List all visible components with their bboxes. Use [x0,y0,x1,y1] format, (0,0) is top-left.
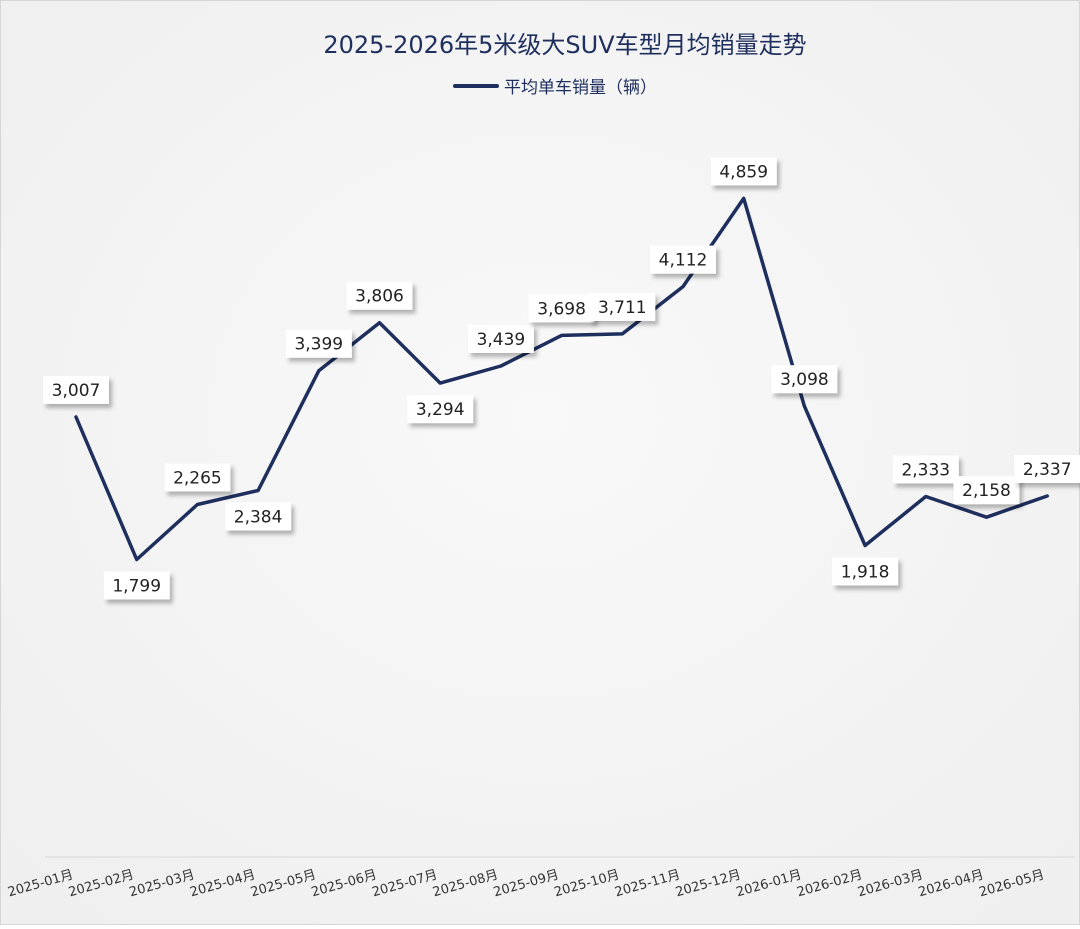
data-label-text: 3,007 [52,381,101,401]
data-label-text: 3,098 [780,370,829,390]
data-label-box [43,376,109,404]
data-label-box [953,476,1020,505]
data-label-text: 4,112 [659,251,708,271]
data-label-text: 3,294 [416,400,465,420]
data-label-box [771,365,838,394]
data-label-text: 2,265 [173,469,222,489]
data-label-text: 3,439 [477,330,526,350]
data-label: 3,806 [346,281,413,310]
data-label-box [528,294,595,323]
data-label-box [103,571,170,600]
data-label: 3,098 [771,365,838,394]
data-label-box [285,329,352,358]
data-label: 1,799 [103,571,170,600]
data-label-text: 2,384 [234,508,283,528]
data-label-text: 2,158 [962,481,1011,501]
data-label-text: 3,711 [598,298,647,318]
data-label-text: 3,806 [355,287,404,307]
series-group [74,196,1049,562]
data-label-box [407,395,474,424]
data-label-box [650,245,716,274]
data-label: 4,112 [650,245,716,274]
data-label: 3,399 [285,329,352,358]
data-label: 2,158 [953,476,1020,505]
data-label: 2,265 [164,463,231,492]
data-label-box [225,502,292,531]
data-label-text: 2,333 [901,461,950,481]
data-label: 1,918 [832,557,899,586]
chart-title: 2025-2026年5米级大SUV车型月均销量走势 [323,31,806,59]
data-label-box [832,557,899,586]
data-label: 3,294 [407,395,474,424]
data-label-text: 3,698 [537,299,586,319]
data-label-text: 4,859 [719,162,768,182]
data-label: 2,384 [225,502,292,531]
legend: 平均单车销量（辆） [453,78,657,98]
data-label-box [589,292,656,321]
data-label-text: 1,799 [112,577,161,597]
data-label: 2,333 [892,455,959,484]
data-label: 3,711 [589,292,656,321]
data-label-box [710,157,777,186]
data-label-box [346,281,413,310]
data-label: 3,698 [528,294,595,323]
data-label: 3,439 [467,325,534,353]
data-label-box [1014,455,1080,483]
data-label-text: 1,918 [841,563,890,583]
data-label: 2,337 [1014,455,1080,483]
series-line [74,196,1049,562]
data-label: 3,007 [43,376,109,404]
data-label-text: 2,337 [1023,460,1072,480]
data-label-box [467,325,534,353]
data-labels: 3,007 1,799 2,265 2,384 3,399 3,806 3,294 3,439… [43,157,1080,600]
data-label-box [164,463,231,492]
legend-label: 平均单车销量（辆） [504,78,657,98]
data-label-box [892,455,959,484]
data-label-text: 3,399 [294,335,343,355]
data-label: 4,859 [710,157,777,186]
